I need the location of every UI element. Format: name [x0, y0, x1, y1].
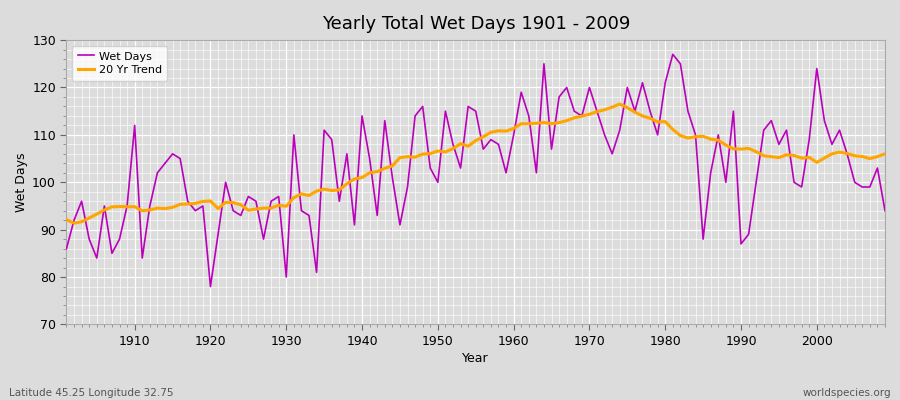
20 Yr Trend — [61, 217, 72, 222]
Wet Days — [61, 246, 72, 251]
20 Yr Trend — [615, 102, 626, 106]
Wet Days — [607, 152, 617, 156]
Wet Days — [122, 204, 132, 208]
20 Yr Trend — [516, 121, 526, 126]
Line: Wet Days: Wet Days — [67, 54, 885, 286]
Text: worldspecies.org: worldspecies.org — [803, 388, 891, 398]
Wet Days — [296, 208, 307, 213]
Title: Yearly Total Wet Days 1901 - 2009: Yearly Total Wet Days 1901 - 2009 — [321, 15, 630, 33]
20 Yr Trend — [130, 204, 140, 209]
20 Yr Trend — [508, 126, 519, 131]
20 Yr Trend — [607, 105, 617, 110]
Wet Days — [516, 90, 526, 95]
Legend: Wet Days, 20 Yr Trend: Wet Days, 20 Yr Trend — [72, 46, 167, 81]
Wet Days — [205, 284, 216, 289]
Y-axis label: Wet Days: Wet Days — [15, 152, 28, 212]
Wet Days — [879, 208, 890, 213]
20 Yr Trend — [879, 152, 890, 156]
Wet Days — [508, 132, 519, 137]
20 Yr Trend — [341, 181, 352, 186]
X-axis label: Year: Year — [463, 352, 489, 365]
Wet Days — [668, 52, 679, 57]
Wet Days — [341, 152, 352, 156]
Text: Latitude 45.25 Longitude 32.75: Latitude 45.25 Longitude 32.75 — [9, 388, 174, 398]
20 Yr Trend — [68, 221, 79, 226]
20 Yr Trend — [296, 192, 307, 196]
Line: 20 Yr Trend: 20 Yr Trend — [67, 104, 885, 223]
